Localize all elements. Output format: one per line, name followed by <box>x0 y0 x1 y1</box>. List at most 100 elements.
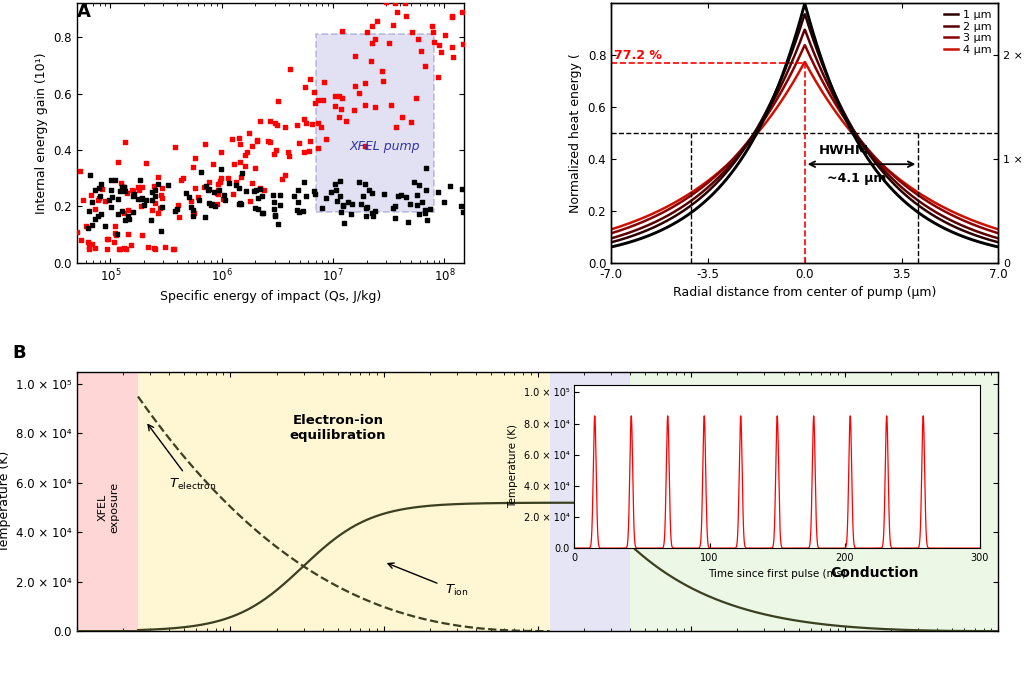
Point <box>147 184 164 195</box>
Point <box>422 203 438 214</box>
Point <box>418 163 434 173</box>
Point <box>80 222 96 233</box>
Point <box>317 134 334 144</box>
Point <box>87 242 103 253</box>
Point <box>356 178 373 189</box>
Point <box>103 175 120 186</box>
Point <box>117 215 133 225</box>
Point <box>96 195 113 206</box>
Point <box>221 178 238 189</box>
Point <box>93 209 110 219</box>
Point <box>385 202 401 213</box>
Point <box>100 194 117 205</box>
Point <box>167 142 183 153</box>
Point <box>346 105 362 115</box>
Point <box>418 184 434 195</box>
Point <box>408 92 424 103</box>
Point <box>116 242 132 253</box>
Point <box>184 161 201 172</box>
Point <box>256 185 272 196</box>
Point <box>273 173 290 184</box>
Point <box>105 236 122 247</box>
Point <box>220 173 237 184</box>
Y-axis label: Internal energy gain (10¹): Internal energy gain (10¹) <box>35 53 48 214</box>
Text: ~4.1 μm: ~4.1 μm <box>827 172 887 186</box>
Point <box>205 159 221 170</box>
Point <box>397 0 414 9</box>
Point <box>231 132 248 143</box>
Point <box>81 205 97 216</box>
Point <box>133 182 150 192</box>
Point <box>200 184 216 195</box>
Point <box>301 146 317 157</box>
Point <box>238 186 254 196</box>
Point <box>116 208 132 219</box>
Point <box>150 179 166 190</box>
Point <box>198 181 214 192</box>
Point <box>231 198 248 209</box>
Point <box>132 175 148 186</box>
Point <box>138 158 155 169</box>
Point <box>252 184 268 194</box>
Point <box>350 88 367 99</box>
Point <box>206 187 222 198</box>
Point <box>234 168 251 179</box>
Point <box>232 198 249 209</box>
Point <box>357 77 374 88</box>
Point <box>302 135 318 146</box>
Point <box>102 185 119 196</box>
Point <box>83 189 99 200</box>
Point <box>335 200 351 211</box>
Point <box>211 185 227 196</box>
Point <box>411 208 427 219</box>
Point <box>357 140 374 151</box>
Point <box>75 194 91 205</box>
Point <box>146 243 163 254</box>
Point <box>165 243 181 254</box>
Point <box>437 29 454 40</box>
Point <box>203 199 219 210</box>
Point <box>253 190 269 201</box>
Point <box>358 202 375 213</box>
Point <box>230 198 247 209</box>
Point <box>142 214 159 225</box>
Point <box>215 190 231 201</box>
Point <box>305 185 322 196</box>
Point <box>296 177 312 188</box>
Point <box>116 182 132 193</box>
Point <box>184 211 201 221</box>
Point <box>93 179 110 190</box>
Point <box>455 207 471 217</box>
Point <box>135 200 152 211</box>
Point <box>350 177 367 188</box>
Point <box>344 198 360 209</box>
Point <box>90 195 106 206</box>
Point <box>171 211 187 222</box>
Point <box>409 190 425 200</box>
Point <box>374 65 390 76</box>
Bar <box>138 372 550 631</box>
Point <box>334 26 350 36</box>
Point <box>346 80 362 91</box>
Point <box>111 209 127 220</box>
Point <box>252 115 268 126</box>
Point <box>187 153 204 164</box>
Point <box>111 243 127 254</box>
Point <box>387 212 403 223</box>
Point <box>419 215 435 225</box>
Point <box>295 206 311 217</box>
Point <box>417 208 433 219</box>
Point <box>431 40 447 51</box>
Point <box>315 95 332 105</box>
Point <box>335 200 351 211</box>
Point <box>361 184 378 195</box>
Point <box>112 243 128 254</box>
Point <box>133 230 150 241</box>
Point <box>376 188 392 199</box>
Point <box>123 240 139 250</box>
Point <box>410 200 426 211</box>
Point <box>397 11 414 22</box>
Text: B: B <box>12 344 26 362</box>
Point <box>269 119 286 130</box>
Point <box>134 192 151 203</box>
